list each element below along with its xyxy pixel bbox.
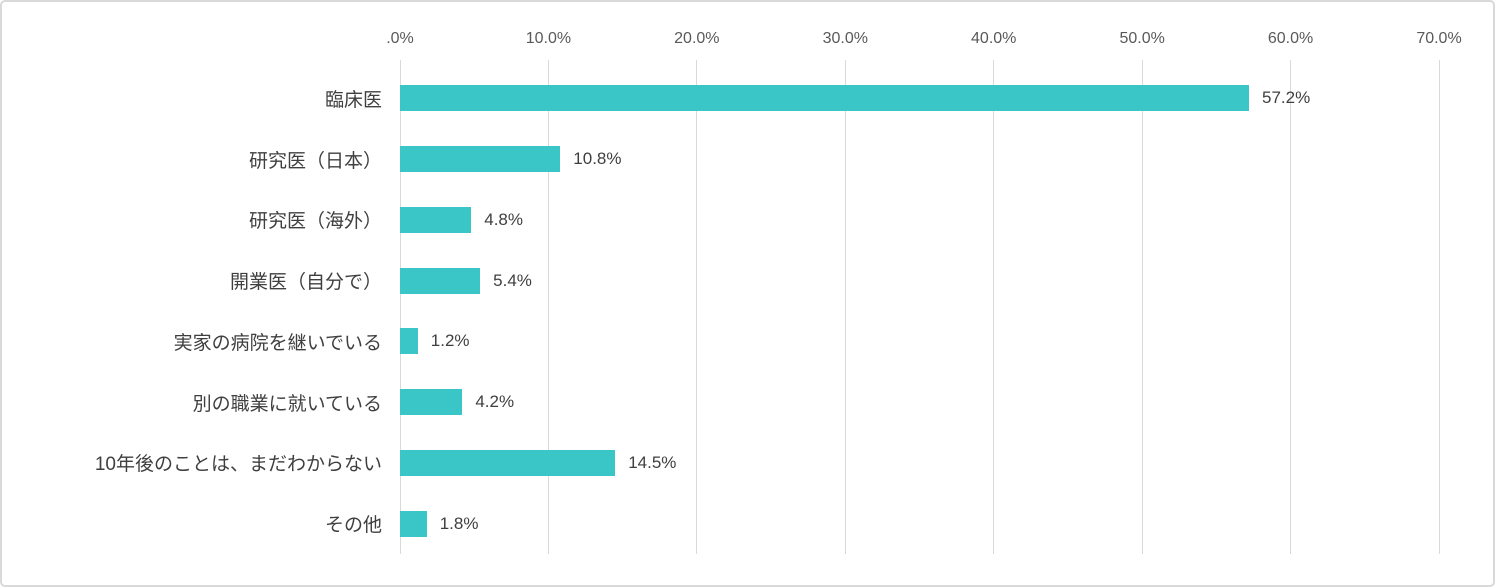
bar-row: 5.4% <box>400 250 1439 311</box>
gridline <box>399 60 401 554</box>
bar <box>400 449 616 476</box>
bar <box>400 85 1249 112</box>
bar-row: 1.8% <box>400 493 1439 554</box>
category-label: 研究医（海外） <box>248 211 382 233</box>
bar-value-label: 1.8% <box>439 513 479 533</box>
gridline <box>547 60 549 554</box>
bar-value-label: 4.8% <box>484 209 523 229</box>
gridline <box>1141 60 1143 554</box>
category-label: 10年後のことは、まだわからない <box>94 454 382 476</box>
category-label: 実家の病院を継いでいる <box>173 332 382 354</box>
bar-value-label: 1.2% <box>430 331 470 351</box>
plot-area: 57.2% 10.8% 4.8% 5.4% 1.2% 4.2% 14.5% 1.8% <box>400 68 1439 554</box>
category-label: 別の職業に就いている <box>192 393 382 415</box>
gridline <box>993 60 995 554</box>
gridline <box>844 60 846 554</box>
bar <box>400 328 418 355</box>
gridline <box>1290 60 1292 554</box>
category-label: その他 <box>324 515 382 537</box>
x-axis-tick-label: 60.0% <box>1267 30 1314 47</box>
bar-row: 1.2% <box>400 311 1439 372</box>
bar <box>400 389 463 416</box>
bar-value-label: 5.4% <box>493 270 532 290</box>
x-axis-tick-label: 20.0% <box>674 30 720 47</box>
bar-row: 57.2% <box>400 68 1439 129</box>
x-axis-tick-label: 30.0% <box>822 30 868 47</box>
x-axis-tick-label: 70.0% <box>1416 30 1462 47</box>
category-label: 研究医（日本） <box>248 150 382 172</box>
bar <box>400 206 472 233</box>
bar-value-label: 14.5% <box>628 452 677 472</box>
bar-row: 10.8% <box>400 129 1439 190</box>
gridlines <box>399 60 1440 554</box>
category-label: 臨床医 <box>324 89 382 111</box>
category-axis: 臨床医研究医（日本） 研究医（海外） 開業医（自分で） 実家の病院を継いでいる別の職業… <box>2 68 392 554</box>
gridline <box>1438 60 1440 554</box>
bar-value-label: 57.2% <box>1262 88 1311 108</box>
category-label: 開業医（自分で） <box>229 272 382 294</box>
gridline <box>696 60 698 554</box>
x-axis-tick-label: 40.0% <box>971 30 1017 47</box>
bar <box>400 146 561 173</box>
bar-row: 4.2% <box>400 372 1439 433</box>
x-axis: .0% 10.0% 20.0% 30.0% 40.0% 50.0% 60.0% 70.0% <box>386 30 1461 54</box>
bar-value-label: 10.8% <box>573 149 622 169</box>
bar <box>400 510 427 537</box>
bar-value-label: 4.2% <box>475 392 515 412</box>
bar-row: 14.5% <box>400 433 1439 494</box>
x-axis-tick-label: .0% <box>386 30 414 47</box>
x-axis-tick-label: 50.0% <box>1119 30 1165 47</box>
bar <box>400 267 481 294</box>
x-axis-tick-label: 10.0% <box>525 30 572 47</box>
bar-row: 4.8% <box>400 190 1439 251</box>
